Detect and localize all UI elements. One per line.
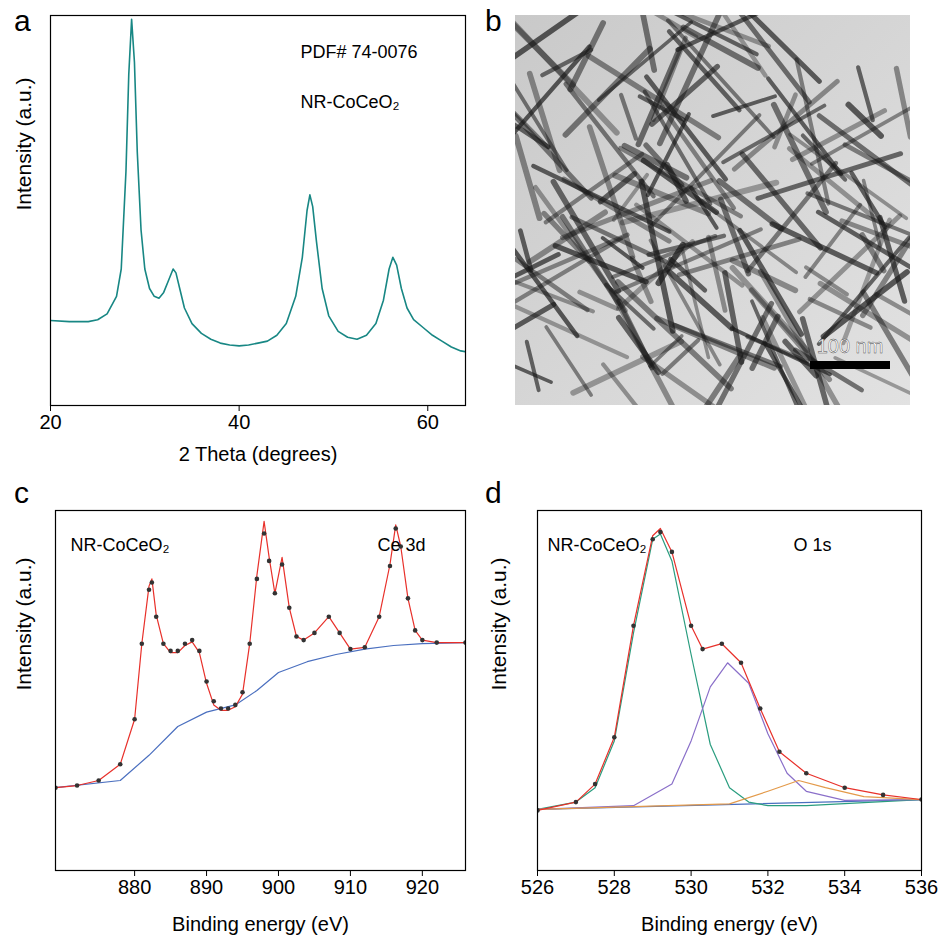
svg-text:Intensity (a.u.): Intensity (a.u.) [487,557,510,690]
html-text:d: d [485,476,502,509]
svg-text:NR-CoCeO₂: NR-CoCeO₂ [301,92,400,112]
svg-text:PDF# 74-0076: PDF# 74-0076 [301,42,418,62]
svg-text:534: 534 [828,876,861,898]
html-text:c: c [14,476,29,509]
svg-text:40: 40 [228,411,250,433]
svg-text:890: 890 [190,876,223,898]
html-text:b: b [485,4,502,37]
html-text:a: a [14,4,31,37]
svg-text:Binding energy (eV): Binding energy (eV) [172,913,349,935]
svg-text:Binding energy (eV): Binding energy (eV) [641,913,818,935]
svg-text:20: 20 [39,411,61,433]
svg-text:880: 880 [118,876,151,898]
svg-text:100 nm: 100 nm [817,335,884,357]
svg-text:NR-CoCeO₂: NR-CoCeO₂ [548,535,647,555]
svg-text:NR-CoCeO₂: NR-CoCeO₂ [71,535,170,555]
svg-text:2 Theta (degrees): 2 Theta (degrees) [179,443,338,465]
svg-text:60: 60 [417,411,439,433]
svg-text:530: 530 [674,876,707,898]
svg-text:536: 536 [905,876,938,898]
svg-text:Ce 3d: Ce 3d [377,535,425,555]
svg-text:900: 900 [262,876,295,898]
svg-text:528: 528 [598,876,631,898]
svg-text:526: 526 [521,876,554,898]
svg-text:Intensity (a.u.): Intensity (a.u.) [12,557,35,690]
svg-text:Intensity (a.u.): Intensity (a.u.) [12,77,35,210]
svg-text:532: 532 [751,876,784,898]
svg-text:O 1s: O 1s [793,535,831,555]
svg-text:910: 910 [334,876,367,898]
svg-text:920: 920 [406,876,439,898]
